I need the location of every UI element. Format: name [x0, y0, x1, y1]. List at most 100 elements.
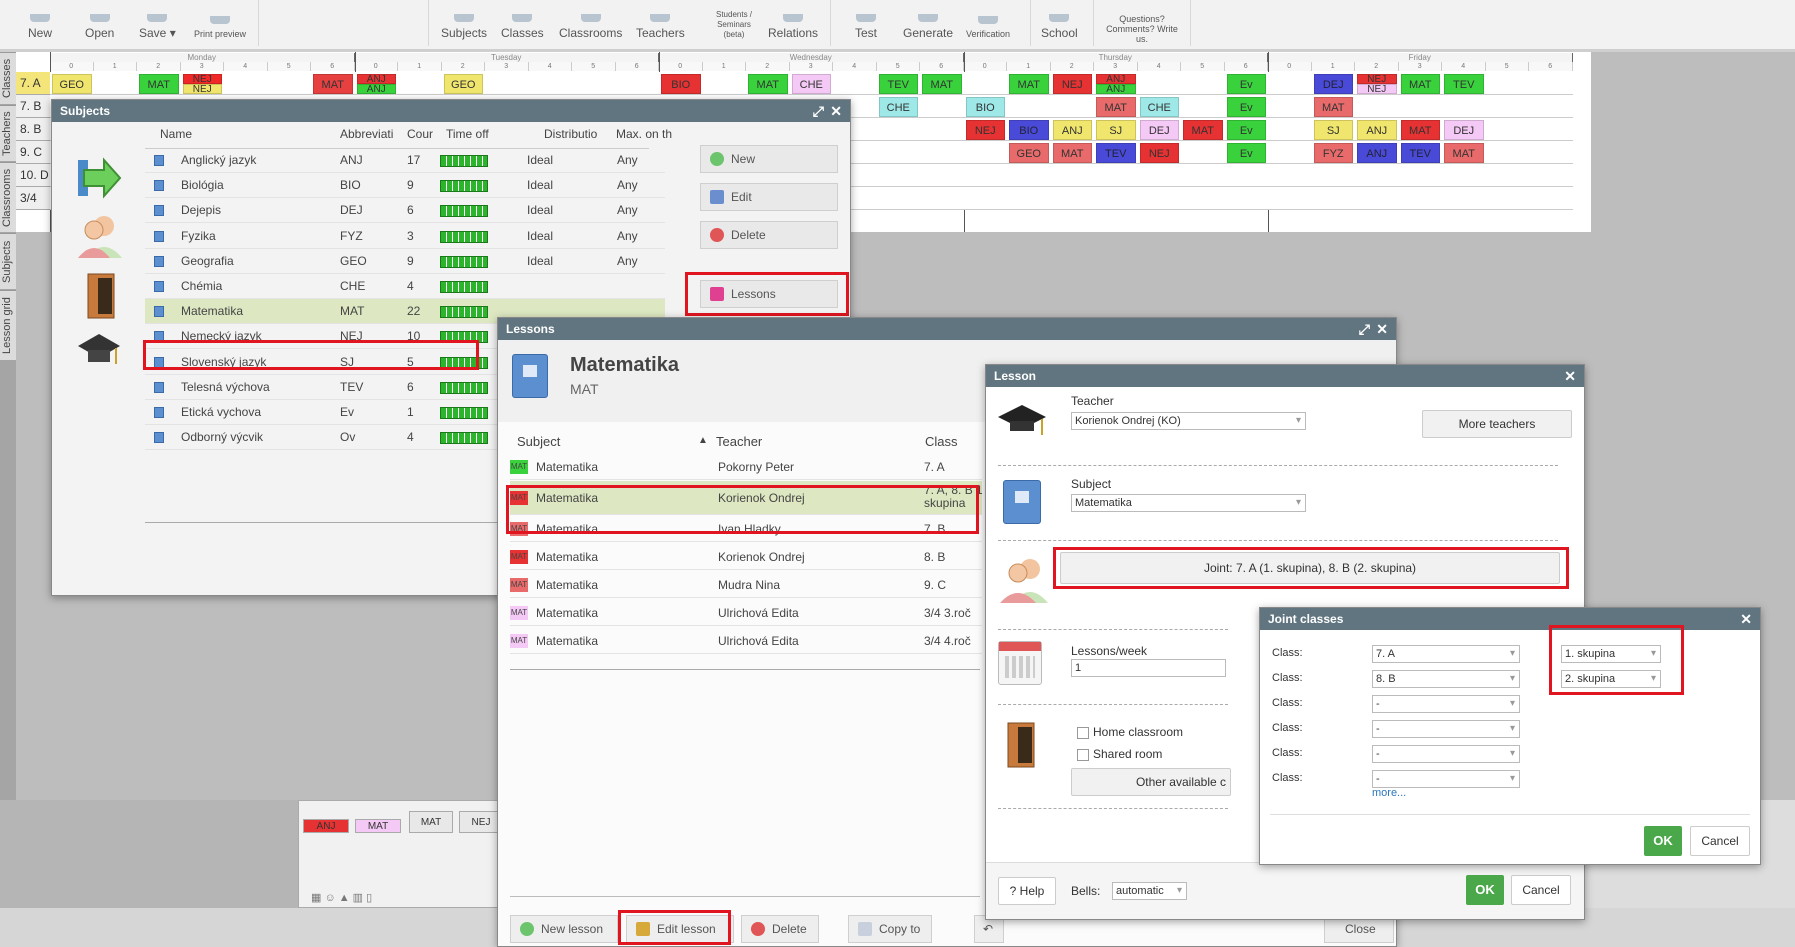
bells-select[interactable]: automatic: [1112, 882, 1187, 900]
class-select[interactable]: 8. B: [1372, 670, 1520, 688]
help-button[interactable]: ? Help: [998, 877, 1056, 905]
lesson-card[interactable]: ANJ: [1096, 74, 1136, 85]
lessons-button[interactable]: Lessons: [700, 280, 838, 308]
lesson-card[interactable]: Ev: [1226, 74, 1266, 94]
col-count[interactable]: Cour: [407, 127, 434, 141]
other-available-classrooms-button[interactable]: Other available c: [1071, 768, 1231, 796]
tab-classes[interactable]: Classes: [0, 52, 16, 104]
group-select[interactable]: 2. skupina: [1561, 670, 1661, 688]
col-max-on-the-day[interactable]: Max. on th: [616, 127, 673, 141]
lesson-row[interactable]: MAT Matematika Mudra Nina 9. C: [510, 572, 982, 598]
col-class[interactable]: Class: [925, 434, 958, 449]
class-select[interactable]: -: [1372, 720, 1520, 738]
close-icon[interactable]: ✕: [1376, 321, 1388, 337]
col-distribution[interactable]: Distributio: [544, 127, 598, 141]
edit-lesson-button[interactable]: Edit lesson: [626, 915, 734, 943]
class-select[interactable]: -: [1372, 770, 1520, 788]
subject-row[interactable]: Etická vychova Ev 1: [145, 400, 665, 425]
lesson-card[interactable]: MAT: [1400, 74, 1440, 94]
time-off-bar[interactable]: [440, 407, 488, 419]
lesson-card[interactable]: DEJ: [1313, 74, 1353, 94]
lesson-card[interactable]: BIO: [1009, 120, 1049, 140]
open-button[interactable]: Open: [85, 14, 114, 39]
more-link[interactable]: more...: [1372, 787, 1407, 799]
print-preview-button[interactable]: Print preview: [194, 16, 246, 39]
teacher-select[interactable]: Korienok Ondrej (KO): [1071, 412, 1306, 430]
lesson-ok-button[interactable]: OK: [1466, 875, 1504, 905]
lesson-card[interactable]: ANJ: [1357, 143, 1397, 163]
relations-button[interactable]: Relations: [768, 14, 818, 39]
lesson-card[interactable]: GEO: [52, 74, 92, 94]
lesson-row[interactable]: MAT Matematika Ivan Hladky 7. B: [510, 516, 982, 542]
lesson-card[interactable]: MAT: [922, 74, 962, 94]
teachers-button[interactable]: Teachers: [636, 14, 685, 39]
lesson-card[interactable]: NEJ: [1357, 74, 1397, 85]
class-row-label[interactable]: 10. D: [16, 164, 50, 187]
maximize-icon[interactable]: ⤢: [1358, 321, 1370, 337]
class-row-label[interactable]: 9. C: [16, 141, 50, 164]
close-icon[interactable]: ✕: [1740, 611, 1752, 627]
col-teacher[interactable]: Teacher: [716, 434, 763, 449]
lesson-card[interactable]: MAT: [1313, 97, 1353, 117]
tab-teachers[interactable]: Teachers: [0, 105, 16, 161]
save-button[interactable]: Save ▾: [139, 14, 176, 39]
classes-button[interactable]: Classes: [501, 14, 544, 39]
lesson-card[interactable]: DEJ: [1444, 120, 1484, 140]
subjects-button[interactable]: Subjects: [441, 14, 487, 39]
lesson-card[interactable]: Ev: [1226, 97, 1266, 117]
joint-cancel-button[interactable]: Cancel: [1690, 826, 1750, 856]
subject-row[interactable]: Odborný výcvik Ov 4: [145, 425, 665, 451]
time-off-bar[interactable]: [440, 306, 488, 319]
lesson-card[interactable]: GEO: [1009, 143, 1049, 163]
unplaced-lesson-chip[interactable]: NEJ: [459, 811, 503, 833]
subject-select[interactable]: Matematika: [1071, 494, 1306, 512]
time-off-bar[interactable]: [440, 281, 488, 293]
class-select[interactable]: -: [1372, 695, 1520, 713]
lesson-card[interactable]: MAT: [313, 74, 353, 94]
unplaced-lesson-chip[interactable]: ANJ: [303, 819, 349, 833]
close-icon[interactable]: ✕: [830, 103, 842, 119]
subject-row[interactable]: Dejepis DEJ 6 Ideal Any: [145, 198, 665, 224]
lesson-card[interactable]: BIO: [965, 97, 1005, 117]
generate-button[interactable]: Generate: [903, 14, 953, 39]
col-subject[interactable]: Subject: [517, 434, 561, 449]
lesson-card[interactable]: Ev: [1226, 120, 1266, 140]
subject-row[interactable]: Matematika MAT 22: [145, 299, 665, 325]
lesson-cancel-button[interactable]: Cancel: [1511, 875, 1571, 905]
tab-lesson-grid[interactable]: Lesson grid: [0, 290, 16, 360]
lesson-card[interactable]: NEJ: [1357, 84, 1397, 95]
subject-row[interactable]: Biológia BIO 9 Ideal Any: [145, 173, 665, 199]
lesson-card[interactable]: MAT: [1400, 120, 1440, 140]
students-seminars-button[interactable]: Students / Seminars (beta): [715, 10, 753, 39]
lesson-card[interactable]: ANJ: [1096, 84, 1136, 95]
time-off-bar[interactable]: [440, 432, 488, 445]
subject-row[interactable]: Fyzika FYZ 3 Ideal Any: [145, 224, 665, 249]
lesson-card[interactable]: ANJ: [1052, 120, 1092, 140]
lesson-card[interactable]: CHE: [1139, 97, 1179, 117]
close-icon[interactable]: ✕: [1564, 368, 1576, 384]
group-select[interactable]: 1. skupina: [1561, 645, 1661, 663]
lesson-row[interactable]: MAT Matematika Ulrichová Edita 3/4 4.roč: [510, 628, 982, 654]
lesson-card[interactable]: MAT: [1096, 97, 1136, 117]
lesson-card[interactable]: ANJ: [356, 84, 396, 95]
tab-classrooms[interactable]: Classrooms: [0, 162, 16, 232]
lesson-card[interactable]: MAT: [748, 74, 788, 94]
class-row-label[interactable]: 7. A: [16, 72, 50, 95]
home-classroom-checkbox[interactable]: [1077, 727, 1089, 739]
classrooms-button[interactable]: Classrooms: [559, 14, 622, 39]
time-off-bar[interactable]: [440, 381, 488, 394]
lesson-card[interactable]: GEO: [443, 74, 483, 94]
lesson-row[interactable]: MAT Matematika Korienok Ondrej 8. B: [510, 544, 982, 570]
lesson-card[interactable]: BIO: [661, 74, 701, 94]
col-abbreviation[interactable]: Abbreviati: [340, 127, 394, 141]
lesson-row[interactable]: MAT Matematika Korienok Ondrej 7. A, 8. B 1…: [510, 481, 983, 515]
subject-row[interactable]: Chémia CHE 4: [145, 274, 665, 299]
copy-to-button[interactable]: Copy to: [848, 915, 932, 943]
time-off-bar[interactable]: [440, 205, 488, 218]
more-teachers-button[interactable]: More teachers: [1422, 410, 1572, 438]
lesson-card[interactable]: MAT: [1444, 143, 1484, 163]
joint-classes-button[interactable]: Joint: 7. A (1. skupina), 8. B (2. skupi…: [1060, 552, 1560, 584]
lesson-card[interactable]: FYZ: [1313, 143, 1353, 163]
lesson-card[interactable]: Ev: [1226, 143, 1266, 163]
questions-comments-button[interactable]: Questions? Comments? Write us.: [1106, 14, 1178, 44]
